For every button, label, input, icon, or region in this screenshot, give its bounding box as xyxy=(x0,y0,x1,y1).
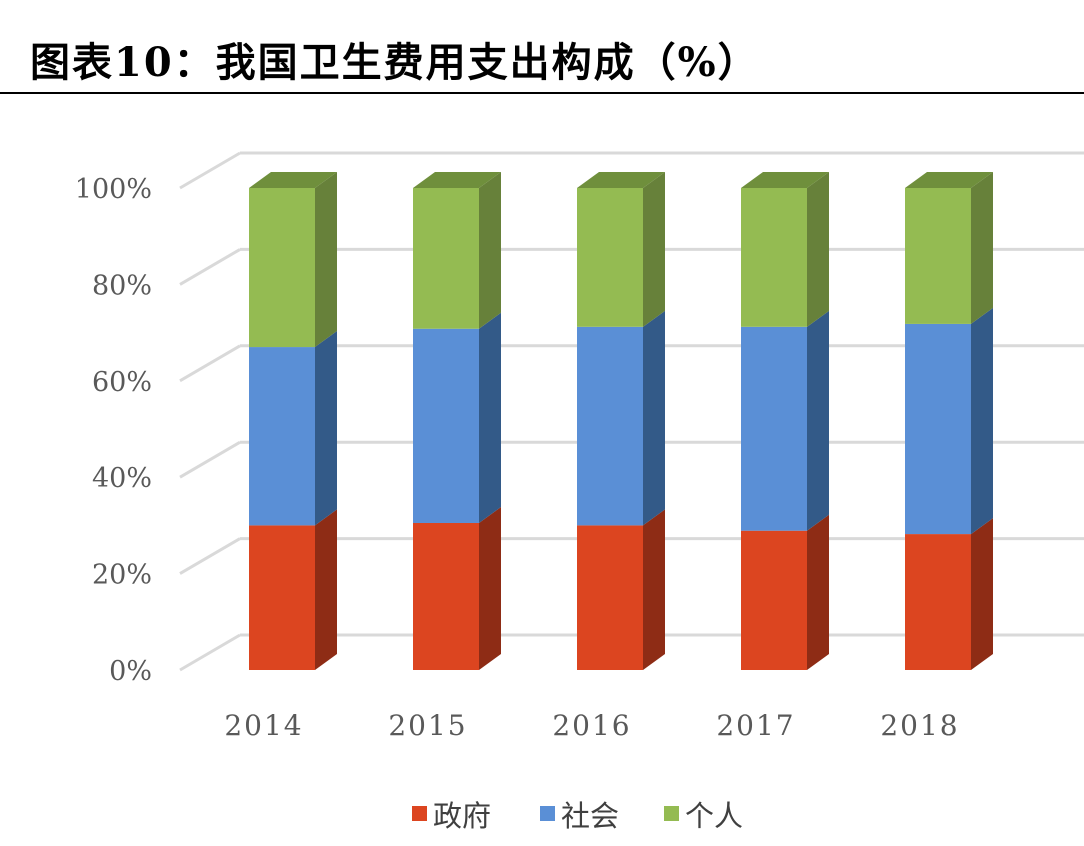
y-tick-label: 0% xyxy=(109,656,152,687)
x-tick-label: 2016 xyxy=(552,709,631,742)
bar-segment-side xyxy=(643,172,665,327)
bar-segment-side xyxy=(807,172,829,327)
bar-top xyxy=(905,172,993,188)
bar-segment-side xyxy=(971,307,993,535)
legend-swatch xyxy=(540,806,555,821)
gridline-diagonal xyxy=(179,344,241,383)
x-tick-label: 2017 xyxy=(716,709,795,742)
bar-segment-side xyxy=(479,506,501,670)
bar-stack-2014 xyxy=(249,172,337,670)
bar-segment-side xyxy=(315,331,337,526)
legend-label: 政府 xyxy=(433,799,491,833)
gridline-diagonal xyxy=(179,537,241,575)
gridline-diagonal xyxy=(179,633,241,672)
bar-segment-side xyxy=(479,312,501,523)
x-tick-label: 2018 xyxy=(880,709,959,742)
bar-segment xyxy=(249,188,315,348)
x-tick-label: 2015 xyxy=(388,709,467,742)
y-tick-label: 80% xyxy=(92,270,152,301)
bar-segment-side xyxy=(971,518,993,670)
legend-item: 政府 xyxy=(412,799,491,833)
bar-segment xyxy=(413,328,479,523)
bar-segment-side xyxy=(971,172,993,324)
legend-item: 个人 xyxy=(664,799,743,833)
bar-stack-2015 xyxy=(413,172,501,670)
gridline-diagonal xyxy=(179,440,241,479)
bar-segment xyxy=(905,188,971,324)
bar-segment xyxy=(905,323,971,535)
legend-item: 社会 xyxy=(540,799,619,833)
y-tick-label: 40% xyxy=(92,463,152,494)
bar-segment-side xyxy=(807,514,829,670)
bars xyxy=(249,172,993,670)
bar-segment xyxy=(741,326,807,531)
bar-top xyxy=(249,172,337,188)
legend-swatch xyxy=(664,806,679,821)
bar-segment xyxy=(905,534,971,670)
bar-segment xyxy=(741,530,807,670)
bar-top xyxy=(577,172,665,188)
bar-segment xyxy=(577,188,643,327)
bar-segment-side xyxy=(643,310,665,526)
bar-top xyxy=(413,172,501,188)
bar-segment xyxy=(741,188,807,327)
bar-segment xyxy=(577,326,643,526)
x-tick-label: 2014 xyxy=(224,709,303,742)
bar-stack-2016 xyxy=(577,172,665,670)
legend-label: 社会 xyxy=(561,799,619,833)
gridline-diagonal xyxy=(179,248,241,286)
bar-segment xyxy=(249,525,315,670)
y-tick-label: 20% xyxy=(92,560,152,591)
legend: 政府 社会 个人 xyxy=(412,799,743,833)
bar-segment-side xyxy=(643,509,665,670)
legend-swatch xyxy=(412,806,427,821)
bar-segment xyxy=(413,188,479,329)
title-divider xyxy=(0,92,1084,94)
bar-stack-2018 xyxy=(905,172,993,670)
bar-segment-side xyxy=(807,310,829,531)
legend-label: 个人 xyxy=(685,799,743,833)
x-axis-ticks: 2014 2015 2016 2017 2018 xyxy=(224,709,959,742)
y-tick-label: 60% xyxy=(92,367,152,398)
bar-stack-2017 xyxy=(741,172,829,670)
chart-title: 图表10：我国卫生费用支出构成（%） xyxy=(30,39,760,86)
y-tick-label: 100% xyxy=(75,174,152,205)
y-axis-ticks: 0% 20% 40% 60% 80% 100% xyxy=(75,174,152,687)
bar-segment xyxy=(249,347,315,526)
bar-segment-side xyxy=(479,172,501,329)
bar-top xyxy=(741,172,829,188)
bar-segment-side xyxy=(315,509,337,670)
gridline-diagonal xyxy=(179,151,241,190)
bar-segment-side xyxy=(315,172,337,348)
bar-segment xyxy=(413,522,479,670)
bar-segment xyxy=(577,525,643,670)
